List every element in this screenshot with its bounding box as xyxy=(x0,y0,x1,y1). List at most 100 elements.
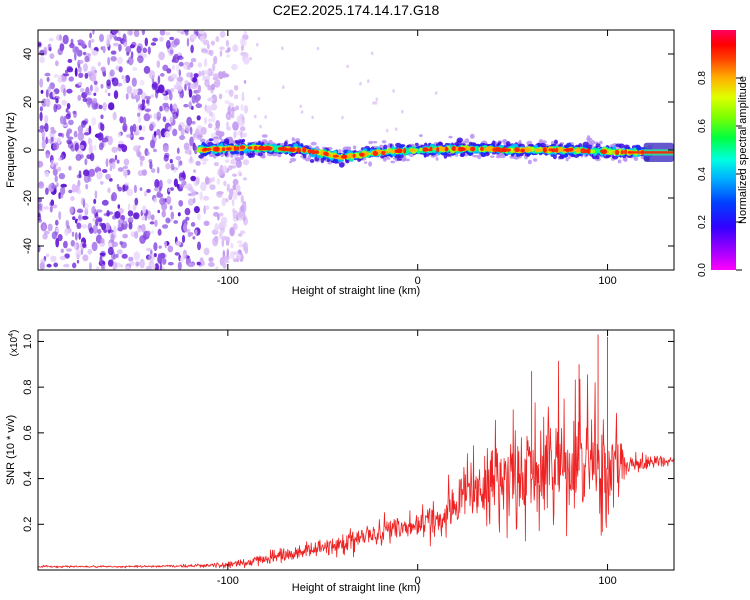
signal-blob xyxy=(492,147,498,152)
noise-blob xyxy=(190,222,196,227)
noise-blob xyxy=(76,259,80,264)
noise-blob xyxy=(189,126,193,135)
noise-blob xyxy=(200,181,207,192)
noise-blob xyxy=(213,162,219,167)
noise-blob xyxy=(39,111,43,122)
noise-blob xyxy=(157,75,161,85)
noise-blob xyxy=(146,99,150,104)
noise-blob xyxy=(96,266,100,270)
noise-blob xyxy=(83,169,90,177)
noise-blob xyxy=(374,101,378,105)
noise-blob xyxy=(166,199,170,205)
colorbar-label: Normalized spectral amplitude xyxy=(737,76,749,224)
noise-blob xyxy=(82,254,89,262)
noise-blob xyxy=(107,187,111,194)
noise-blob xyxy=(197,241,201,251)
noise-blob xyxy=(235,105,240,111)
noise-blob xyxy=(149,123,154,132)
signal-blob xyxy=(373,150,377,155)
signal-blob xyxy=(418,134,423,137)
noise-blob xyxy=(132,66,138,71)
noise-blob xyxy=(97,61,101,67)
noise-blob xyxy=(385,128,389,133)
signal-blob xyxy=(368,161,372,167)
noise-blob xyxy=(101,199,109,206)
noise-blob xyxy=(195,176,200,185)
noise-blob xyxy=(89,32,92,39)
noise-blob xyxy=(196,261,201,266)
noise-blob xyxy=(238,233,243,237)
noise-blob xyxy=(169,91,173,101)
noise-blob xyxy=(147,46,151,55)
signal-blob xyxy=(338,149,342,154)
noise-blob xyxy=(70,240,76,247)
noise-blob xyxy=(42,233,48,240)
noise-blob xyxy=(101,263,105,269)
noise-blob xyxy=(182,170,185,179)
noise-blob xyxy=(153,113,157,120)
noise-blob xyxy=(143,234,147,241)
noise-blob xyxy=(139,258,145,269)
signal-blob xyxy=(309,159,315,163)
noise-blob xyxy=(75,249,82,259)
snr-x-tick-label: 0 xyxy=(415,575,421,587)
noise-blob xyxy=(165,217,171,224)
noise-blob xyxy=(232,173,237,177)
noise-blob xyxy=(129,125,134,134)
noise-blob xyxy=(111,30,119,34)
signal-blob xyxy=(459,153,465,157)
noise-blob xyxy=(122,233,128,239)
noise-blob xyxy=(149,161,153,170)
noise-blob xyxy=(49,53,55,59)
snr-x-tick-label: 100 xyxy=(598,575,616,587)
snr-y-tick-label: 0.2 xyxy=(22,517,34,532)
signal-blob xyxy=(289,157,297,162)
signal-blob xyxy=(257,152,263,157)
noise-blob xyxy=(145,265,152,270)
noise-blob xyxy=(110,233,115,243)
signal-blob xyxy=(513,155,517,160)
noise-blob xyxy=(226,183,230,191)
signal-blob xyxy=(414,142,419,147)
noise-blob xyxy=(153,187,159,192)
noise-blob xyxy=(98,142,104,151)
signal-blob xyxy=(615,143,622,148)
noise-blob xyxy=(50,199,55,206)
noise-blob xyxy=(92,217,96,222)
figure-title: C2E2.2025.174.14.17.G18 xyxy=(273,2,440,18)
noise-blob xyxy=(177,261,182,270)
noise-blob xyxy=(184,149,192,155)
noise-blob xyxy=(126,59,130,64)
signal-blob xyxy=(464,138,470,144)
noise-blob xyxy=(132,204,137,211)
noise-blob xyxy=(53,74,59,78)
noise-blob xyxy=(218,212,224,217)
noise-blob xyxy=(203,220,210,226)
noise-blob xyxy=(67,67,74,73)
noise-blob xyxy=(46,263,52,268)
noise-blob xyxy=(176,80,183,86)
noise-blob xyxy=(83,51,87,56)
signal-blob xyxy=(586,135,591,141)
noise-blob xyxy=(236,240,243,244)
noise-blob xyxy=(44,114,49,124)
noise-blob xyxy=(242,212,246,222)
noise-blob xyxy=(243,79,247,84)
signal-blob xyxy=(440,152,446,156)
noise-blob xyxy=(77,39,84,44)
signal-blob xyxy=(307,149,313,154)
noise-blob xyxy=(226,121,229,130)
noise-blob xyxy=(146,248,152,252)
noise-blob xyxy=(228,89,234,97)
noise-blob xyxy=(162,224,169,229)
noise-blob xyxy=(55,60,59,67)
noise-blob xyxy=(169,159,173,164)
noise-blob xyxy=(97,228,102,235)
noise-blob xyxy=(50,255,57,262)
snr-series-line xyxy=(38,360,674,569)
noise-blob xyxy=(259,124,262,129)
signal-blob xyxy=(258,146,263,150)
noise-blob xyxy=(72,216,76,221)
noise-blob xyxy=(67,136,74,140)
noise-blob xyxy=(100,181,104,185)
